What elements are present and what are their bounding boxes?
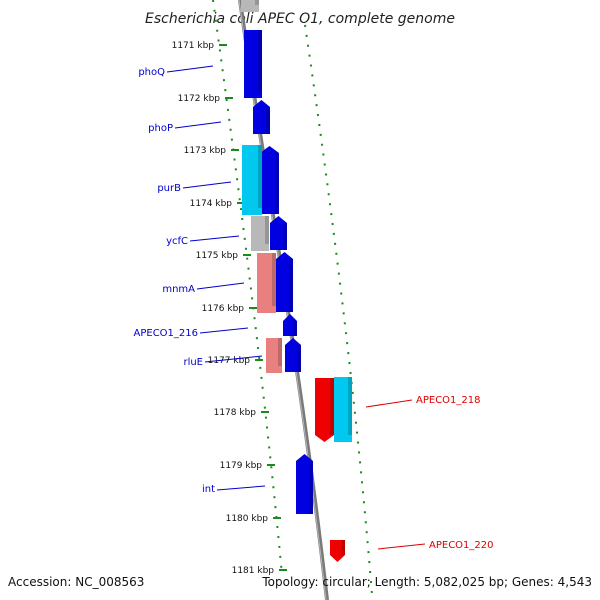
gene-label[interactable]: purB xyxy=(157,183,181,194)
gene-block-int-shade xyxy=(309,461,313,514)
gene-block-purb-inner-shade xyxy=(258,145,262,208)
gene-leader-line xyxy=(199,327,249,334)
gene-block-phop-shade xyxy=(266,107,270,134)
tick-label: 1172 kbp xyxy=(178,94,221,104)
gene-labels: phoQ phoP purB ycfC mnmA APECO1_216 rluE int APE… xyxy=(134,65,494,551)
gene-leader-line xyxy=(365,399,413,408)
tick-label: 1181 kbp xyxy=(232,566,275,576)
gene-block-int[interactable] xyxy=(296,454,313,514)
gene-block-apeco1-218-shade xyxy=(330,378,334,435)
gene-leader-line xyxy=(174,121,222,129)
tick-label: 1175 kbp xyxy=(196,251,239,261)
gene-leader-line xyxy=(204,355,263,363)
gene-label[interactable]: APECO1_220 xyxy=(429,540,494,551)
gene-block-mnma-outer[interactable] xyxy=(276,252,293,312)
gene-block-purb-inner[interactable] xyxy=(242,145,262,215)
gene-block-purb-shade xyxy=(275,153,279,214)
gene-leader-line xyxy=(377,543,426,550)
gene-label[interactable]: APECO1_216 xyxy=(134,328,199,339)
accession-text: Accession: NC_008563 xyxy=(8,575,144,589)
tick-label: 1179 kbp xyxy=(220,461,263,471)
gene-block-apeco1-218[interactable] xyxy=(315,378,334,442)
gene-label[interactable]: mnmA xyxy=(162,284,195,295)
gene-block-phoq-shade xyxy=(258,30,262,91)
tick-label: 1171 kbp xyxy=(172,41,215,51)
gene-block-rlue-outer-shade xyxy=(297,345,301,372)
tick-label: 1176 kbp xyxy=(202,304,245,314)
gene-leader-line xyxy=(166,65,214,73)
gene-leader-line xyxy=(196,282,245,290)
inner-dotted-ring xyxy=(212,0,283,576)
gene-block-rlue-outer[interactable] xyxy=(285,338,301,372)
gene-leader-line xyxy=(216,485,266,491)
gene-label[interactable]: APECO1_218 xyxy=(416,395,481,406)
gene-block-purb[interactable] xyxy=(260,146,279,214)
gene-block-apeco1-216[interactable] xyxy=(283,314,297,336)
gene-label[interactable]: int xyxy=(202,484,215,495)
map-title: Escherichia coli APEC O1, complete genom… xyxy=(145,11,455,27)
genome-summary-text: Topology: circular; Length: 5,082,025 bp… xyxy=(261,575,592,589)
gene-block-phoq[interactable] xyxy=(244,30,262,98)
tick-label: 1177 kbp xyxy=(208,356,251,366)
gene-label[interactable]: phoQ xyxy=(138,67,165,78)
gene-block-apeco1-220[interactable] xyxy=(330,540,345,562)
gene-label[interactable]: rluE xyxy=(183,357,203,368)
gene-features xyxy=(241,0,352,562)
gene-label[interactable]: ycfC xyxy=(166,236,188,247)
gene-block-ycfc[interactable] xyxy=(251,216,269,251)
gene-block[interactable] xyxy=(241,0,259,12)
gene-block-phop[interactable] xyxy=(253,100,270,134)
tick-label: 1178 kbp xyxy=(214,408,257,418)
gene-block-rlue[interactable] xyxy=(266,338,282,373)
gene-block-mnma[interactable] xyxy=(257,253,276,313)
tick-label: 1174 kbp xyxy=(190,199,233,209)
outer-dotted-ring xyxy=(304,24,373,596)
tick-label: 1173 kbp xyxy=(184,146,227,156)
gene-block-ycfc-outer[interactable] xyxy=(270,216,287,250)
gene-block-mnma-outer-shade xyxy=(289,259,293,312)
gene-block-apeco1-218-outer-shade xyxy=(348,377,352,435)
gene-block-apeco1-216-shade xyxy=(293,321,297,336)
gene-label[interactable]: phoP xyxy=(148,123,173,134)
tick-label: 1180 kbp xyxy=(226,514,269,524)
gene-leader-line xyxy=(189,235,240,242)
gene-block-rlue-shade xyxy=(278,338,282,366)
gene-block-mnma-shade xyxy=(272,253,276,306)
gene-block-ycfc-outer-shade xyxy=(283,223,287,250)
gene-block-ycfc-shade xyxy=(265,216,269,244)
gene-block-shade xyxy=(255,0,259,5)
gene-block-apeco1-218-outer[interactable] xyxy=(334,377,352,442)
gene-leader-line xyxy=(182,181,232,189)
tick-marks: 1171 kbp 1172 kbp 1173 kbp 1174 kbp 1175 kbp… xyxy=(172,41,287,576)
gene-block-apeco1-220-shade xyxy=(341,540,345,555)
